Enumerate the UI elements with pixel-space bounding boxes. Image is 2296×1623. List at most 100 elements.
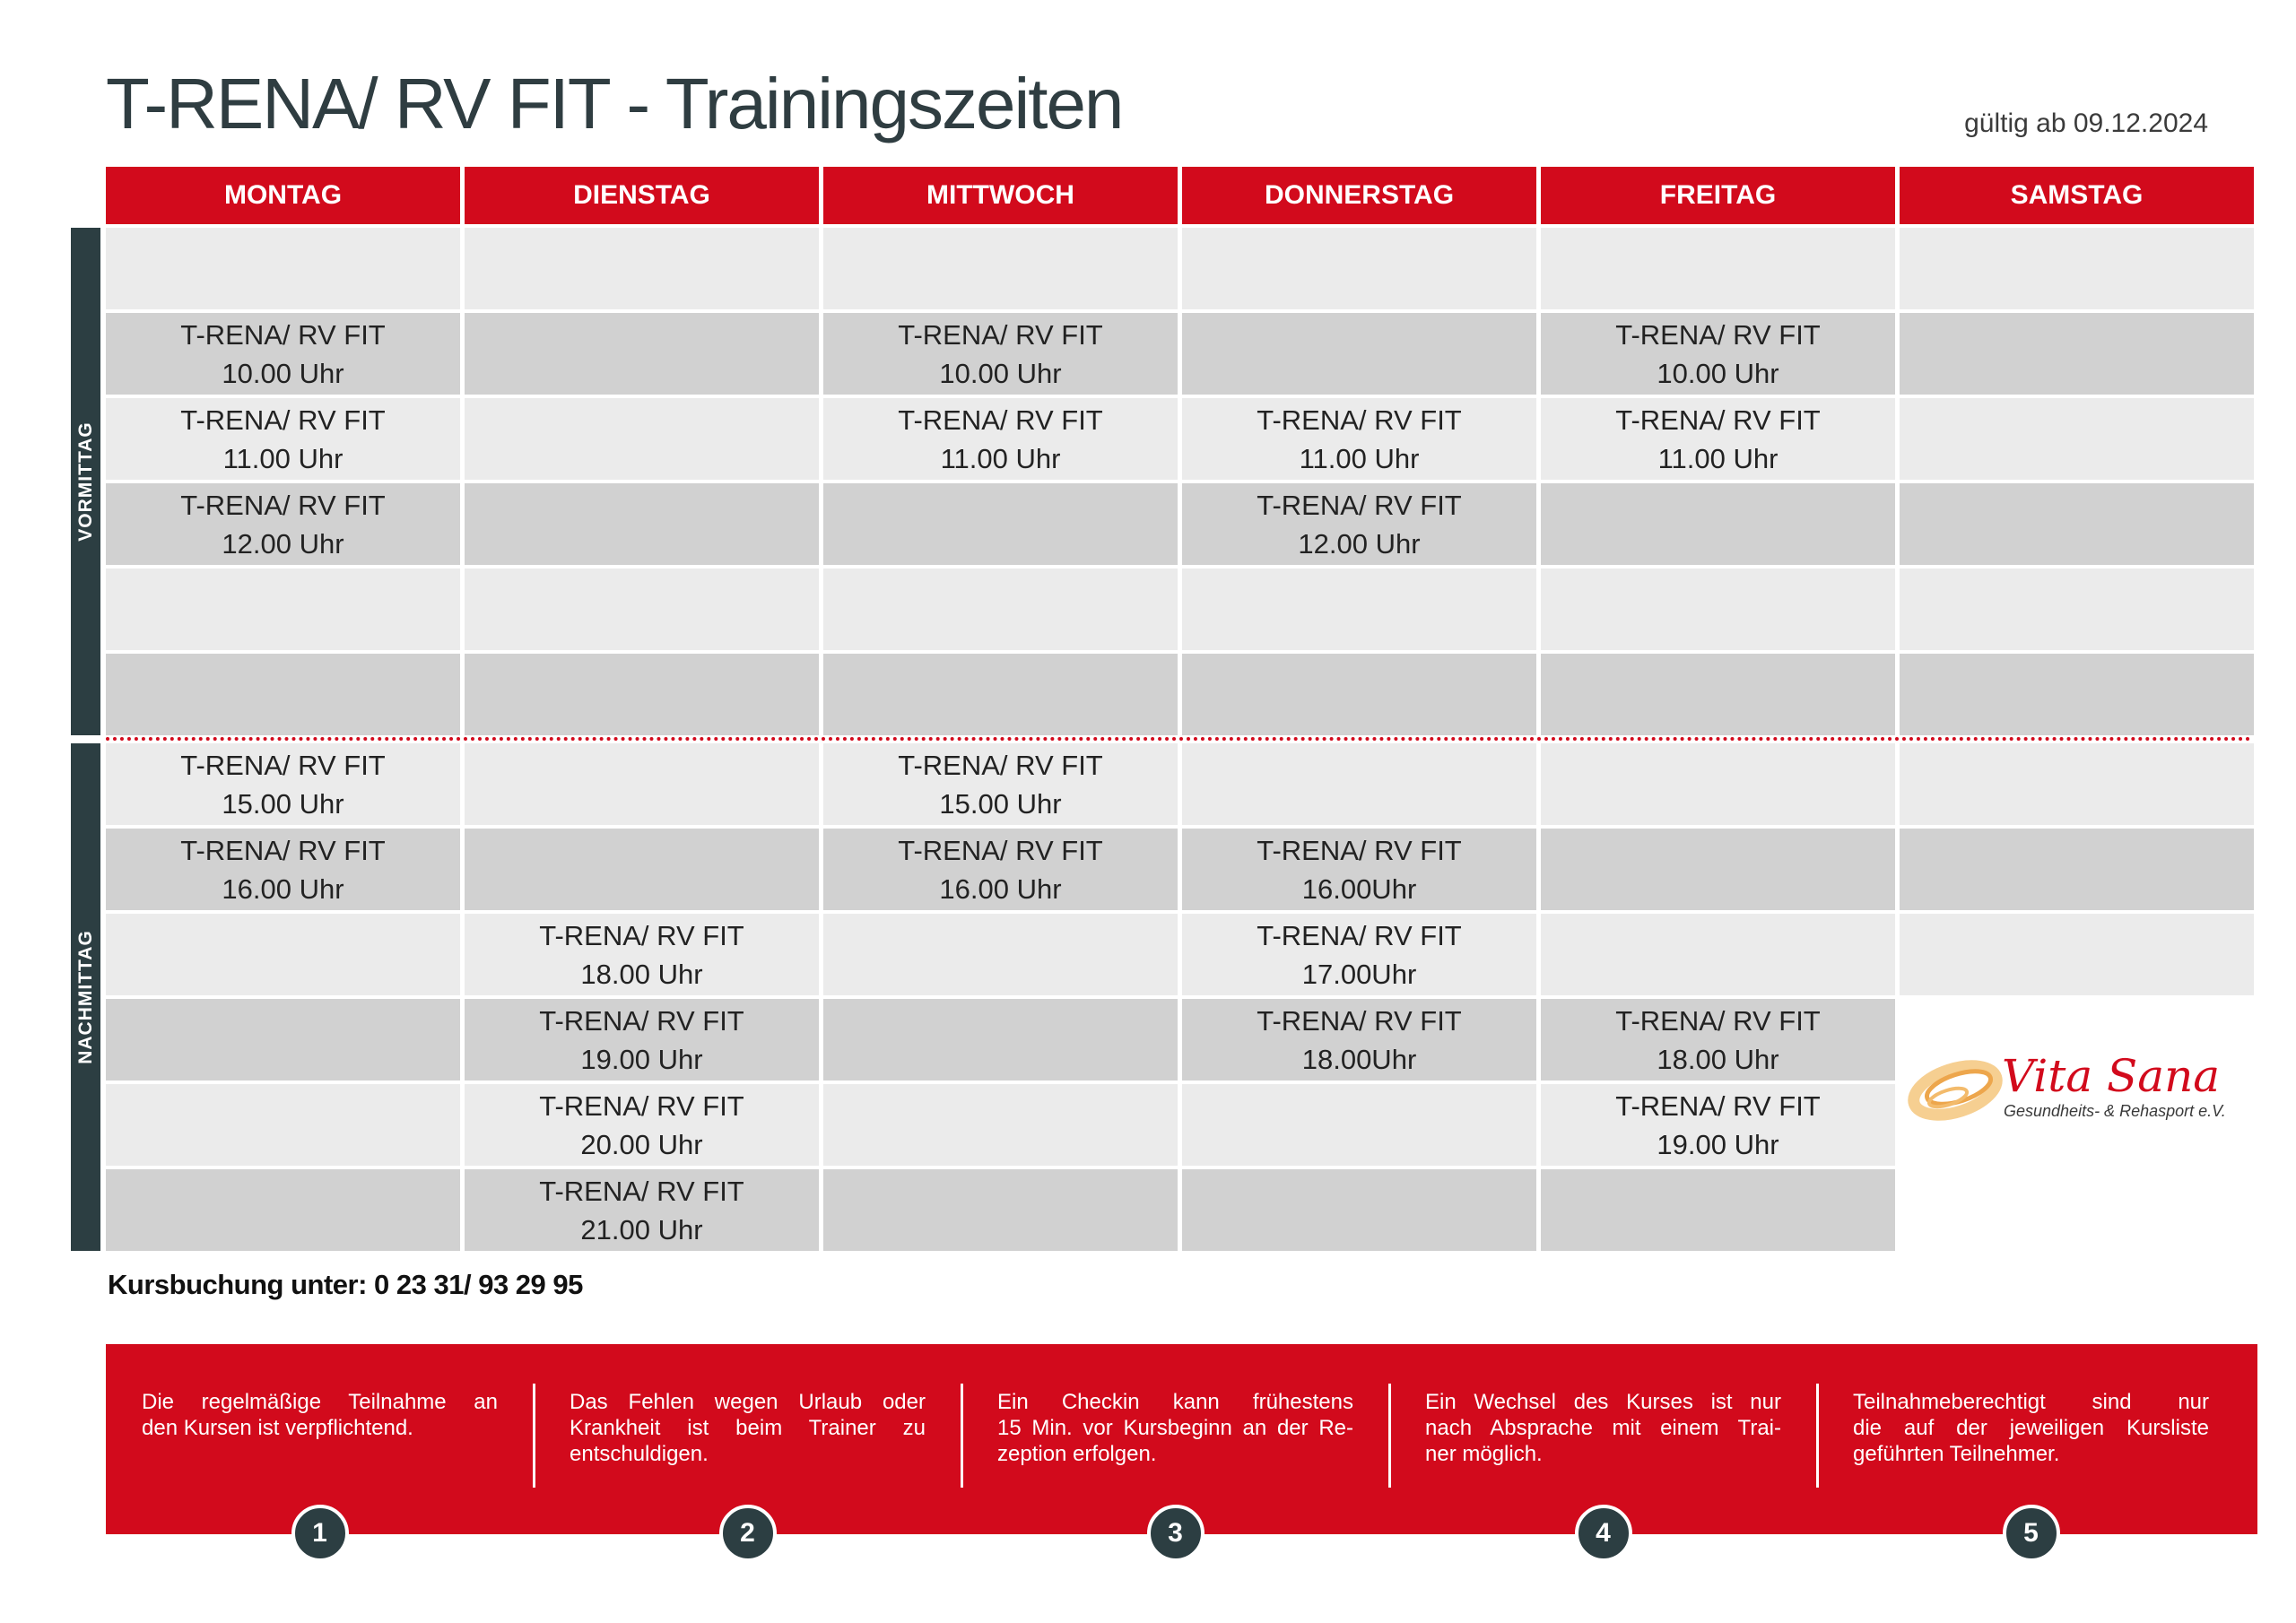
schedule-row: T-RENA/ RV FIT 21.00 Uhr [106,1169,2254,1251]
course-name: T-RENA/ RV FIT [1257,489,1462,521]
session-cell-freitag: T-RENA/ RV FIT 11.00 Uhr [1541,398,1895,480]
empty-cell-dienstag [465,398,819,480]
empty-cell-samstag [1900,313,2254,395]
note-divider [533,1384,535,1488]
note-divider [1388,1384,1391,1488]
session-cell-donnerstag: T-RENA/ RV FIT 16.00Uhr [1182,829,1536,910]
empty-cell-donnerstag [1182,743,1536,825]
empty-cell-mittwoch [823,568,1178,650]
day-header-mittwoch: MITTWOCH [823,167,1178,224]
empty-cell-freitag [1541,914,1895,995]
session-cell-donnerstag: T-RENA/ RV FIT 17.00Uhr [1182,914,1536,995]
empty-cell-dienstag [465,228,819,309]
session-time: 19.00 Uhr [1657,1128,1779,1160]
empty-cell-mittwoch [823,654,1178,735]
session-cell-mittwoch: T-RENA/ RV FIT 10.00 Uhr [823,313,1178,395]
session-time: 18.00 Uhr [580,958,703,990]
rule-number-badge: 1 [291,1505,349,1562]
rule-number-badge: 5 [2002,1505,2060,1562]
booking-label: Kursbuchung unter: [108,1269,367,1300]
session-time: 11.00 Uhr [222,442,344,474]
empty-cell-mittwoch [823,914,1178,995]
session-cell-freitag: T-RENA/ RV FIT 19.00 Uhr [1541,1084,1895,1166]
empty-cell-dienstag [465,654,819,735]
session-time: 11.00 Uhr [940,442,1061,474]
course-name: T-RENA/ RV FIT [1257,834,1462,866]
course-name: T-RENA/ RV FIT [898,318,1103,351]
course-name: T-RENA/ RV FIT [1615,1004,1821,1037]
rule-note-text: Die regelmäßige Teilnahme an [142,1390,498,1414]
empty-cell-montag [106,568,460,650]
page-title: T-RENA/ RV FIT - Trainingszeiten [106,64,1124,143]
rule-note-text: Das Fehlen wegen Urlaub oder [570,1390,926,1414]
session-cell-dienstag: T-RENA/ RV FIT 20.00 Uhr [465,1084,819,1166]
rules-footer: Die regelmäßige Teilnahme an den Kursen i… [106,1344,2257,1562]
period-label: NACHMITTAG [74,930,96,1064]
rule-number-badge: 2 [718,1505,777,1562]
empty-cell-samstag [1900,914,2254,995]
period-bar-vormittag: VORMITTAG [71,228,100,735]
session-cell-mittwoch: T-RENA/ RV FIT 15.00 Uhr [823,743,1178,825]
rule-note-4: Ein Wechsel des Kurses ist nur nach Abspr… [1425,1384,1819,1562]
schedule-grid-nachmittag: T-RENA/ RV FIT 15.00 Uhr T-RENA/ RV FIT 15.… [106,743,2254,1254]
session-time: 10.00 Uhr [222,357,344,389]
empty-cell-samstag [1900,743,2254,825]
course-name: T-RENA/ RV FIT [180,489,386,521]
rule-note-text: Krankheit ist beim Trainer zu [570,1416,926,1440]
schedule-row: T-RENA/ RV FIT 18.00 Uhr T-RENA/ RV FIT 17.… [106,914,2254,995]
session-time: 11.00 Uhr [1657,442,1779,474]
empty-cell-donnerstag [1182,654,1536,735]
rule-note-text: die auf der jeweiligen Kursliste [1853,1416,2209,1440]
schedule-row: T-RENA/ RV FIT 11.00 Uhr T-RENA/ RV FIT 11.… [106,398,2254,480]
empty-cell-mittwoch [823,1084,1178,1166]
session-cell-dienstag: T-RENA/ RV FIT 19.00 Uhr [465,999,819,1081]
session-time: 12.00 Uhr [222,527,344,560]
empty-cell-mittwoch [823,1169,1178,1251]
session-cell-freitag: T-RENA/ RV FIT 18.00 Uhr [1541,999,1895,1081]
course-name: T-RENA/ RV FIT [1257,404,1462,436]
session-time: 16.00 Uhr [222,872,344,905]
empty-cell-donnerstag [1182,1084,1536,1166]
session-cell-mittwoch: T-RENA/ RV FIT 16.00 Uhr [823,829,1178,910]
rule-note-text: entschuldigen. [570,1442,709,1466]
empty-cell-freitag [1541,228,1895,309]
session-time: 16.00Uhr [1301,872,1417,905]
course-name: T-RENA/ RV FIT [1615,1089,1821,1122]
empty-cell-freitag [1541,568,1895,650]
note-divider [1816,1384,1819,1488]
session-time: 15.00 Uhr [222,787,344,820]
session-time: 20.00 Uhr [580,1128,703,1160]
course-name: T-RENA/ RV FIT [898,834,1103,866]
rule-number-badge: 3 [1146,1505,1205,1562]
empty-cell-freitag [1541,829,1895,910]
empty-cell-mittwoch [823,483,1178,565]
schedule-row: T-RENA/ RV FIT 15.00 Uhr T-RENA/ RV FIT 15.… [106,743,2254,825]
empty-cell-montag [106,1169,460,1251]
session-time: 18.00Uhr [1301,1043,1417,1075]
weekday-header: MONTAG DIENSTAG MITTWOCH DONNERSTAG FREI… [106,167,2254,224]
course-name: T-RENA/ RV FIT [898,404,1103,436]
session-time: 12.00 Uhr [1298,527,1421,560]
empty-cell-montag [106,999,460,1081]
course-name: T-RENA/ RV FIT [180,318,386,351]
course-name: T-RENA/ RV FIT [898,749,1103,781]
course-name: T-RENA/ RV FIT [180,749,386,781]
course-name: T-RENA/ RV FIT [539,919,744,951]
schedule-row [106,654,2254,735]
empty-cell-samstag [1900,483,2254,565]
empty-cell-samstag [1900,568,2254,650]
empty-cell-mittwoch [823,228,1178,309]
empty-cell-samstag [1900,654,2254,735]
schedule-grid-vormittag: T-RENA/ RV FIT 10.00 Uhr T-RENA/ RV FIT 10.… [106,228,2254,739]
session-time: 11.00 Uhr [1299,442,1420,474]
empty-cell-samstag [1900,398,2254,480]
empty-cell-dienstag [465,568,819,650]
schedule-row [106,568,2254,650]
schedule-row [106,228,2254,309]
rule-note-text: nach Absprache mit einem Trai- [1425,1416,1781,1440]
day-header-donnerstag: DONNERSTAG [1182,167,1536,224]
period-label: VORMITTAG [74,421,96,542]
rule-note-5: Teilnahmeberechtigt sind nur die auf der … [1853,1389,2209,1562]
session-time: 15.00 Uhr [939,787,1062,820]
rule-note-text: Ein Checkin kann frühestens [997,1390,1353,1414]
